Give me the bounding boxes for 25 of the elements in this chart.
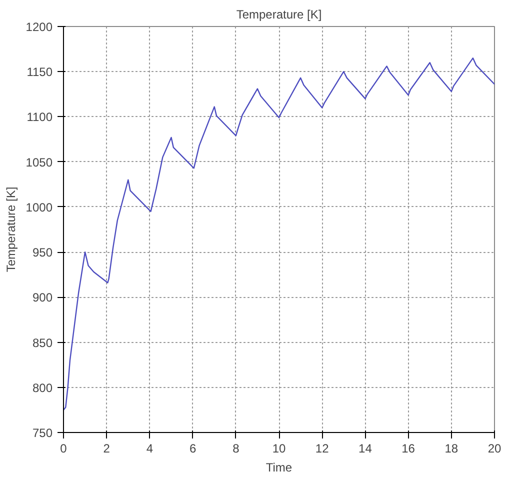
chart-title: Temperature [K] bbox=[236, 8, 322, 22]
y-tick-label: 1100 bbox=[26, 110, 53, 124]
x-tick-label: 12 bbox=[315, 442, 330, 456]
y-tick-label: 1200 bbox=[26, 20, 53, 34]
y-tick-label: 1000 bbox=[26, 200, 53, 214]
y-tick-label: 1050 bbox=[26, 155, 53, 170]
x-tick-label: 16 bbox=[402, 442, 416, 456]
y-tick-label: 800 bbox=[32, 380, 53, 395]
x-tick-label: 0 bbox=[60, 442, 68, 456]
x-tick-label: 8 bbox=[232, 442, 240, 456]
x-tick-label: 18 bbox=[444, 442, 458, 456]
y-tick-label: 850 bbox=[32, 336, 53, 350]
line-series bbox=[64, 57, 494, 411]
y-tick-label: 750 bbox=[32, 426, 53, 440]
x-tick-label: 4 bbox=[146, 442, 154, 456]
x-tick-label: 6 bbox=[189, 442, 196, 456]
x-tick-label: 2 bbox=[103, 442, 110, 456]
y-tick-label: 900 bbox=[32, 290, 53, 305]
x-axis-title: Time bbox=[266, 460, 292, 474]
y-tick-label: 950 bbox=[32, 246, 53, 260]
y-axis-title: Temperature [K] bbox=[4, 186, 18, 272]
x-tick-label: 14 bbox=[358, 442, 372, 456]
x-tick-label: 10 bbox=[272, 442, 286, 456]
y-tick-label: 1150 bbox=[26, 65, 53, 80]
x-tick-label: 20 bbox=[488, 442, 502, 456]
